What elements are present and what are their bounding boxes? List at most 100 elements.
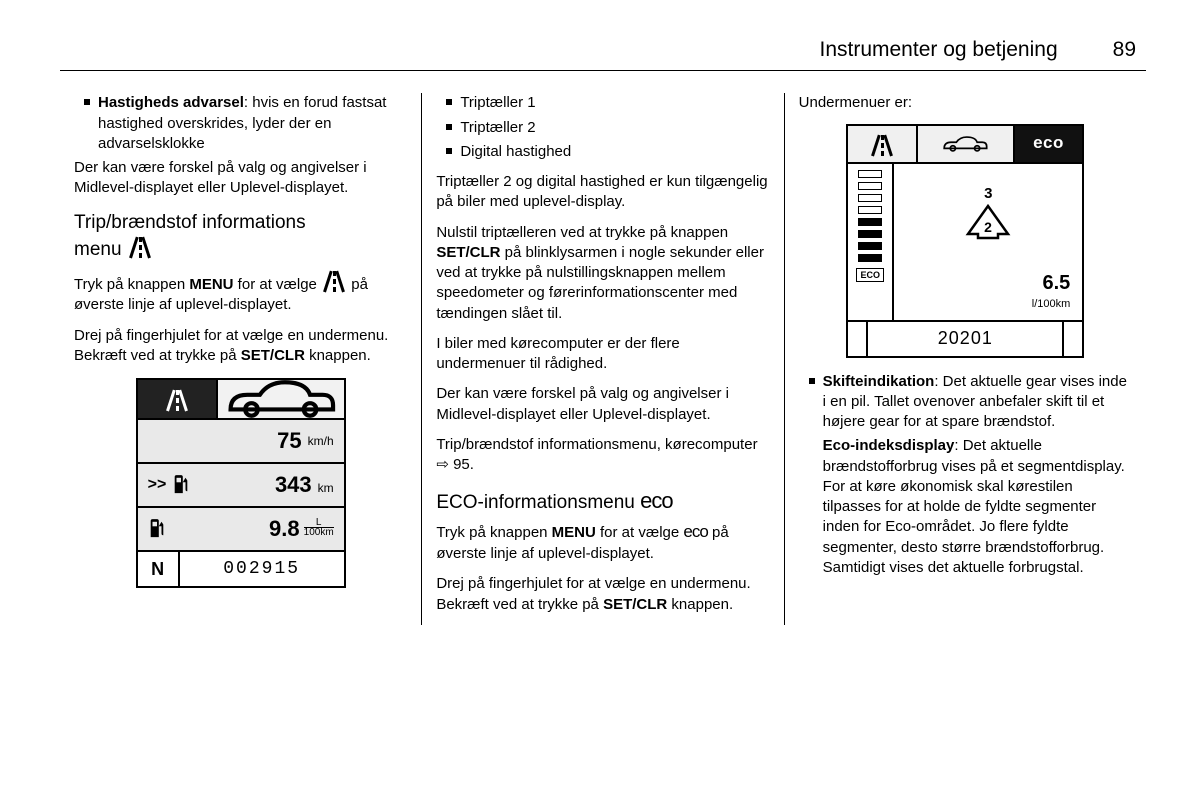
para-menu-press: Tryk på knappen MENU for at vælge på øve… (74, 268, 407, 316)
menu-label: MENU (189, 276, 233, 293)
t: Nulstil triptælleren ved at trykke på kn… (436, 224, 728, 241)
header-title: Instrumenter og betjening (819, 36, 1057, 64)
row-consumption: 9.8 L100km (138, 508, 344, 552)
consumption-value: 6.5 (1032, 270, 1071, 297)
eco-bar-gauge: ECO (848, 164, 894, 320)
bullet-trip1: Triptæller 1 (446, 93, 769, 113)
bullet-trip2: Triptæller 2 (446, 118, 769, 138)
para-thumbwheel: Drej på fingerhjulet for at vælge en und… (74, 326, 407, 367)
t: Digital hastighed (460, 142, 571, 162)
eco-icon: eco (640, 488, 672, 513)
setclr-label: SET/CLR (436, 244, 500, 261)
gauge-segment (858, 206, 882, 214)
bullet-square-icon (446, 99, 452, 105)
shift-indicator: 3 2 (964, 184, 1012, 247)
gauge-segment (858, 194, 882, 202)
para-more-submenus: I biler med kørecomputer er der flere un… (436, 334, 769, 375)
page-header: Instrumenter og betjening 89 (60, 36, 1146, 64)
display-tabs (138, 380, 344, 420)
shift-recommend-gear: 3 (964, 184, 1012, 204)
t: Tryk på knappen (74, 276, 189, 293)
heading-line2: menu (74, 239, 127, 260)
consumption-unit: L100km (304, 518, 334, 537)
consumption-readout: 6.5 l/100km (1032, 270, 1071, 312)
gauge-segment (858, 218, 882, 226)
car-icon (939, 134, 991, 154)
para-crossref: Trip/brændstof informationsmenu, kørecom… (436, 435, 769, 476)
setclr-label: SET/CLR (241, 347, 305, 364)
eco-tab-label: eco (1033, 132, 1064, 155)
column-1: Hastigheds advarsel: hvis en forud fasts… (60, 93, 421, 624)
bullet-text: Skifteindikation: Det aktuelle gear vise… (823, 372, 1132, 433)
tab-car (218, 380, 344, 418)
range-value: 343 (275, 470, 312, 500)
eco-body: ECO 3 2 6.5 l/100km (848, 164, 1082, 322)
odometer-value: 20201 (868, 322, 1062, 356)
gear-value: N (138, 552, 180, 586)
para-uplevel-only: Triptæller 2 og digital hastighed er kun… (436, 172, 769, 213)
fuel-icon (172, 475, 190, 495)
eco-icon: eco (683, 522, 707, 541)
tab-car (918, 126, 1015, 162)
eco-right-panel: 3 2 6.5 l/100km (894, 164, 1082, 320)
heading-line1: Trip/brændstof informations (74, 212, 306, 233)
bullet-shift-indication: Skifteindikation: Det aktuelle gear vise… (809, 372, 1132, 433)
tab-eco: eco (1015, 126, 1083, 162)
t: Tryk på knappen (436, 524, 551, 541)
bullet-text: Hastigheds advarsel: hvis en forud fasts… (98, 93, 407, 154)
para-display-diff: Der kan være forskel på valg og angivels… (74, 158, 407, 199)
gauge-segment (858, 230, 882, 238)
para-eco-thumbwheel: Drej på fingerhjulet for at vælge en und… (436, 574, 769, 615)
t: for at vælge (596, 524, 684, 541)
page-number: 89 (1113, 36, 1136, 64)
shift-arrow-icon: 2 (964, 204, 1012, 240)
para-display-diff2: Der kan være forskel på valg og angivels… (436, 384, 769, 425)
bullet-title: Hastigheds advarsel (98, 94, 244, 111)
eco-display: eco ECO 3 (846, 124, 1084, 358)
column-3: Undermenuer er: eco (784, 93, 1146, 624)
t: : Det aktuelle brændstofforbrug vises på… (823, 437, 1125, 576)
gauge-segment (858, 242, 882, 250)
column-2: Triptæller 1 Triptæller 2 Digital hastig… (421, 93, 783, 624)
tab-lane (848, 126, 918, 162)
consumption-value: 9.8 (269, 514, 300, 544)
lane-icon (164, 387, 190, 411)
t: Triptæller 1 (460, 93, 535, 113)
lane-icon (321, 268, 347, 292)
row-odometer: N 002915 (138, 552, 344, 586)
range-unit: km (318, 480, 334, 496)
shift-current-gear: 2 (984, 219, 992, 235)
para-eco-index: Eco-indeksdisplay: Det aktuelle brændsto… (823, 436, 1132, 578)
odometer-value: 002915 (180, 552, 344, 586)
range-arrows: >> (148, 474, 167, 496)
t: for at vælge (234, 276, 322, 293)
heading-eco-menu: ECO-informationsmenu eco (436, 487, 769, 515)
spacer (1062, 322, 1082, 356)
fuel-icon (148, 519, 166, 539)
para-reset-trip: Nulstil triptælleren ved at trykke på kn… (436, 223, 769, 324)
t: Triptæller 2 (460, 118, 535, 138)
speed-unit: km/h (308, 433, 334, 449)
bullet-digital-speed: Digital hastighed (446, 142, 769, 162)
para-submenus-are: Undermenuer er: (799, 93, 1132, 113)
menu-label: MENU (552, 524, 596, 541)
bullet-square-icon (446, 124, 452, 130)
spacer (848, 322, 868, 356)
lane-icon (127, 234, 153, 258)
row-speed: 75 km/h (138, 420, 344, 464)
bullet-square-icon (809, 378, 815, 384)
row-range: >> 343 km (138, 464, 344, 508)
t: Eco-indeksdisplay (823, 437, 955, 454)
t: ECO-informationsmenu (436, 492, 640, 513)
t: Skifteindikation (823, 373, 935, 390)
bullet-square-icon (446, 148, 452, 154)
eco-bottom-row: 20201 (848, 322, 1082, 356)
header-rule (60, 70, 1146, 71)
consumption-unit: l/100km (1032, 298, 1071, 310)
eco-tabs: eco (848, 126, 1082, 164)
bullet-square-icon (84, 99, 90, 105)
setclr-label: SET/CLR (603, 596, 667, 613)
trip-display: 75 km/h >> 343 km 9.8 L100km (136, 378, 346, 588)
t: knappen. (305, 347, 371, 364)
gauge-segment (858, 170, 882, 178)
